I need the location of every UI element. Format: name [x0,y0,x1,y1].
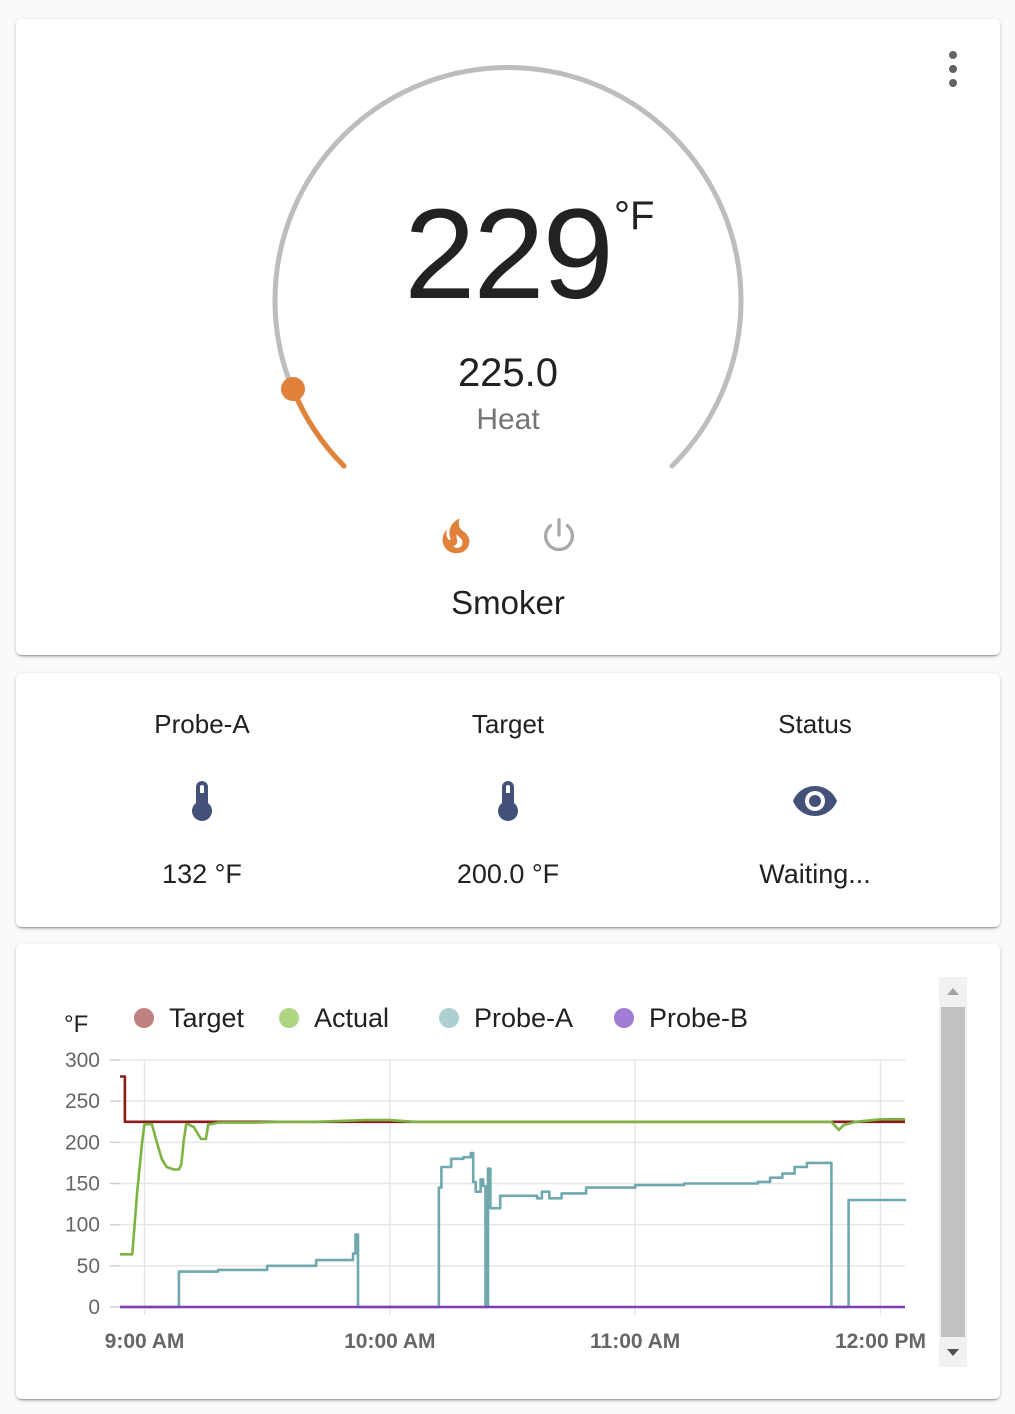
thermometer-icon [498,781,518,821]
legend-label: Probe-A [474,1003,573,1033]
legend-swatch [279,1008,299,1028]
sensor-target[interactable]: Target 200.0 °F [348,673,668,927]
x-tick-label: 11:00 AM [590,1330,680,1353]
sensor-state: Waiting... [759,859,871,889]
y-axis-label: °F [64,1011,88,1038]
thermostat-name: Smoker [451,584,565,621]
dots-vertical-icon [949,65,957,73]
x-tick-label: 9:00 AM [105,1330,185,1353]
legend-item-probe-a[interactable]: Probe-A [439,1003,573,1033]
target-temperature[interactable]: 225.0 [457,351,559,395]
legend-item-actual[interactable]: Actual [279,1003,389,1033]
x-tick-label: 12:00 PM [835,1330,926,1353]
fire-icon [442,518,470,554]
dots-vertical-icon [949,79,957,87]
sensors-glance-card: Probe-A 132 °F Target 200.0 °F Status Wa… [16,673,1000,927]
legend-swatch [614,1008,634,1028]
sensor-status[interactable]: Status Waiting... [655,673,975,927]
x-tick-label: 10:00 AM [344,1330,435,1353]
power-icon [543,518,575,552]
sensor-state: 132 °F [162,859,242,889]
y-tick-label: 100 [65,1214,100,1237]
eye-icon [793,786,837,816]
series-line-probe-a [120,1151,907,1309]
dial-track [272,65,744,469]
more-options-button[interactable] [938,49,968,89]
history-graph-card: 0 50 100 150 200 250 300 9:00 AM 10:00 AM 11:00 A… [16,944,1000,1399]
legend-label: Actual [314,1003,389,1033]
legend-item-target[interactable]: Target [134,1003,245,1033]
y-tick-label: 50 [77,1255,100,1278]
thermostat-card: 229 °F 225.0 Heat Smoker [16,19,1000,655]
scrollbar-thumb[interactable] [941,1007,965,1337]
series-line-actual [120,1118,905,1256]
scroll-up-arrow[interactable] [947,988,959,995]
sensor-name: Status [778,709,852,739]
y-tick-label: 150 [65,1173,100,1196]
dial-handle[interactable] [281,377,305,401]
legend-label: Probe-B [649,1003,748,1033]
y-tick-label: 200 [65,1131,100,1154]
legend-label: Target [169,1003,245,1033]
current-temperature: 229 [404,183,614,326]
temperature-dial [272,65,744,469]
legend-swatch [439,1008,459,1028]
sensor-state: 200.0 °F [456,859,560,889]
sensor-name: Probe-A [154,709,250,739]
dots-vertical-icon [949,51,957,59]
thermometer-icon [192,781,212,821]
y-tick-label: 0 [88,1296,100,1319]
sensor-probe-a[interactable]: Probe-A 132 °F [42,673,362,927]
hvac-action: Heat [476,403,540,436]
off-mode-button[interactable] [536,513,582,559]
series-line-target [120,1075,905,1124]
heat-mode-button[interactable] [433,513,479,559]
scroll-down-arrow[interactable] [947,1349,959,1356]
legend-swatch [134,1008,154,1028]
temperature-unit: °F [614,194,655,238]
sensor-name: Target [471,709,545,739]
history-chart: 0 50 100 150 200 250 300 9:00 AM 10:00 AM 11:00 A… [64,977,967,1367]
legend-item-probe-b[interactable]: Probe-B [614,1003,748,1033]
y-tick-label: 250 [65,1090,100,1113]
y-tick-label: 300 [65,1049,100,1072]
